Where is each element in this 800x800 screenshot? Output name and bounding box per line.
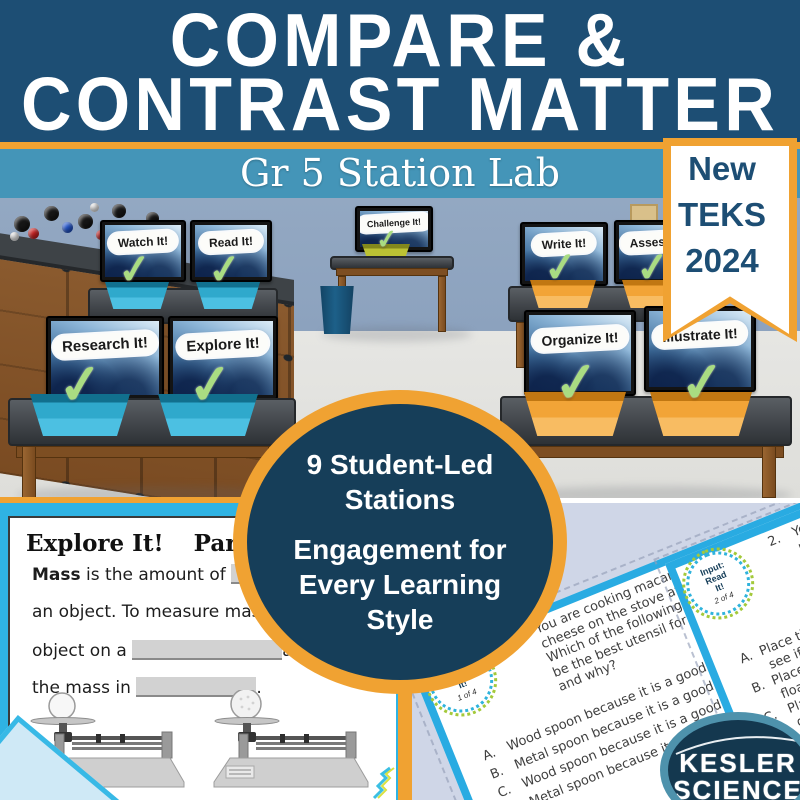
- ribbon-line-new: New: [688, 150, 756, 187]
- logo-line-kesler: KESLER: [679, 748, 797, 778]
- ribbon-text: New TEKS 2024: [663, 146, 781, 284]
- table-leg: [438, 276, 446, 332]
- table-shadow: [512, 486, 792, 498]
- molecule-sphere: [90, 203, 99, 212]
- molecule-sphere: [10, 232, 19, 241]
- title-line-2: CONTRAST MATTER: [21, 61, 779, 147]
- table-leg: [762, 446, 776, 498]
- rocket-swoosh-icon: [675, 726, 800, 755]
- molecule-sphere: [112, 204, 126, 218]
- ribbon-line-teks: TEKS: [677, 196, 766, 233]
- zigzag-decoration: [372, 766, 395, 800]
- stations-callout-badge: 9 Student-Led Stations Engagement for Ev…: [233, 390, 567, 694]
- checkmark-icon: [206, 248, 244, 291]
- new-teks-ribbon: New TEKS 2024: [663, 138, 797, 342]
- station-label-organize-it: Organize It!: [531, 325, 629, 353]
- title-line-1: COMPARE &: [169, 0, 631, 83]
- card-badge-read-it-2: Input: Read It! 2 of 4: [671, 536, 766, 631]
- molecule-sphere: [28, 228, 39, 239]
- logo-line-science: SCIENCE: [673, 775, 800, 800]
- checkmark-icon: [551, 354, 602, 412]
- worksheet-line-2-text: an object. To measure mass, pla: [32, 602, 307, 622]
- table-leg: [22, 446, 36, 498]
- kesler-science-logo: KESLER SCIENCE .com: [660, 712, 800, 800]
- badge-text-line: 9 Student-Led: [306, 449, 494, 480]
- trash-can: [320, 286, 354, 334]
- triple-beam-balance-image: [213, 690, 369, 788]
- badge-text-line: Stations: [344, 484, 456, 515]
- table-shadow: [16, 486, 296, 498]
- checkmark-icon: [542, 246, 580, 289]
- badge-line: It!: [713, 580, 726, 594]
- molecule-sphere: [62, 222, 73, 233]
- worksheet-title-text: Explore It!: [26, 530, 164, 557]
- table-apron: [336, 268, 448, 276]
- checkmark-icon: [185, 356, 236, 414]
- worksheet-line-2: an object. To measure mass, pla: [32, 602, 392, 622]
- table-apron: [508, 446, 784, 458]
- worksheet-line-3-text-a: object on a: [32, 641, 133, 661]
- header-banner: COMPARE & CONTRAST MATTER: [0, 0, 800, 142]
- molecule-sphere: [78, 214, 93, 229]
- logo-text: KESLER SCIENCE: [668, 750, 800, 800]
- checkmark-icon: [55, 356, 106, 414]
- fill-in-blank: [132, 640, 283, 660]
- worksheet-line-4-text-a: the mass in: [32, 678, 137, 698]
- worksheet-bold-word: Mass: [32, 565, 81, 585]
- checkmark-icon: [677, 354, 728, 412]
- worksheet-line-1-text: is the amount of: [80, 565, 232, 585]
- badge-text-line: Engagement for: [293, 534, 507, 565]
- badge-text-line: Style: [366, 604, 434, 635]
- checkmark-icon: [375, 225, 399, 253]
- molecule-sphere: [14, 216, 30, 232]
- ribbon-line-2024: 2024: [685, 242, 759, 279]
- molecule-sphere: [44, 206, 59, 221]
- station-label-research-it: Research It!: [52, 330, 158, 359]
- table-shadow: [322, 326, 472, 342]
- worksheet-line-4-text-b: .: [256, 678, 262, 698]
- worksheet-line-4: the mass in .: [32, 677, 392, 698]
- checkmark-icon: [116, 248, 154, 291]
- fill-in-blank: [136, 677, 257, 697]
- table-apron: [16, 446, 286, 458]
- badge-text-line: Every Learning: [298, 569, 502, 600]
- subtitle-text: Gr 5 Station Lab: [240, 151, 560, 195]
